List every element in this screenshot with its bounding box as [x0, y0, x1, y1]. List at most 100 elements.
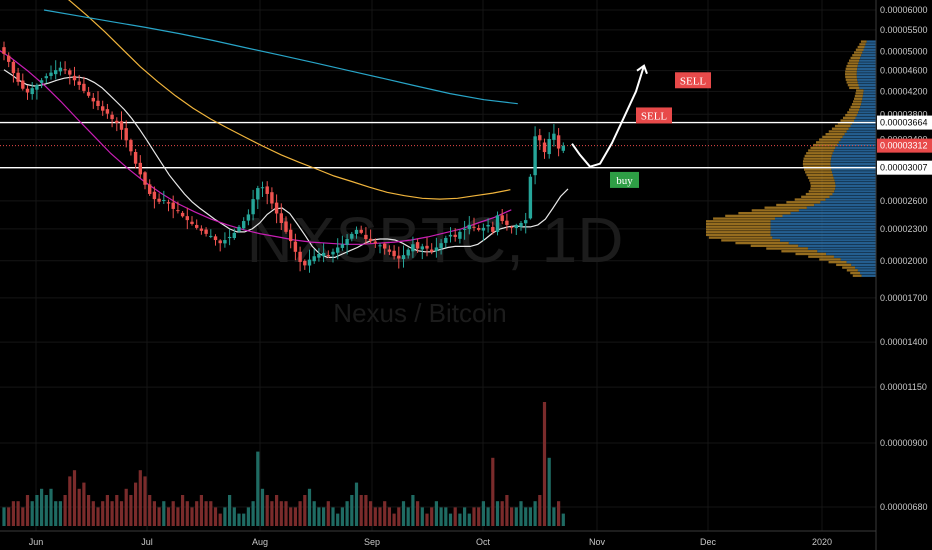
volume-bar: [312, 501, 316, 526]
candle-body: [439, 243, 443, 249]
volume-bar: [317, 507, 321, 526]
volume-profile-bar-buy: [830, 160, 876, 163]
candle-body: [143, 172, 147, 185]
volume-bar: [524, 507, 528, 526]
candle-body: [284, 221, 288, 232]
time-tick-label: Sep: [364, 537, 380, 547]
volume-profile-bar-buy: [770, 233, 876, 237]
volume-bar: [91, 501, 95, 526]
price-tick-label: 0.00001400: [880, 337, 928, 347]
volume-profile-bar-buy: [844, 133, 876, 136]
candle-body: [218, 240, 222, 244]
volume-bar: [152, 501, 156, 526]
volume-profile-bar-buy: [856, 70, 876, 73]
volume-profile-bar-buy: [855, 116, 876, 120]
volume-profile-bar-buy: [865, 43, 876, 46]
volume-profile-bar-sell: [806, 173, 833, 177]
volume-bar: [63, 495, 67, 526]
volume-bar: [148, 495, 152, 526]
volume-bar: [246, 507, 250, 526]
volume-profile-bar-sell: [801, 195, 830, 198]
volume-profile-bar-buy: [835, 187, 876, 190]
price-tags: 0.00003664 0.00003007 0.00003312: [877, 115, 932, 175]
price-tag-label: 0.00003312: [880, 141, 928, 151]
candle-body: [397, 255, 401, 259]
volume-bar: [58, 501, 62, 526]
volume-profile-bar-sell: [819, 258, 841, 261]
price-tag-label: 0.00003007: [880, 163, 928, 173]
volume-profile-bar-buy: [829, 195, 876, 198]
volume-profile-bar-sell: [846, 64, 858, 68]
candle-body: [538, 135, 542, 141]
volume-bar: [7, 507, 11, 526]
volume-profile-bar-buy: [831, 154, 876, 158]
candle-body: [35, 84, 39, 90]
volume-bar: [195, 501, 199, 526]
candle-body: [364, 234, 368, 240]
volume-bar: [275, 495, 279, 526]
volume-bar: [533, 501, 537, 526]
volume-profile-bar-sell: [853, 100, 862, 103]
candle-body: [401, 255, 406, 260]
candle-body: [533, 136, 537, 176]
volume-bar: [500, 501, 504, 526]
candle-body: [11, 61, 16, 74]
volume-profile-bar-sell: [786, 201, 821, 204]
volume-bar: [2, 507, 6, 526]
candle-body: [265, 186, 269, 194]
volume-bar: [383, 501, 387, 526]
volume-profile-bar-sell: [803, 157, 832, 160]
candle-body: [213, 236, 218, 241]
volume-profile-bar-buy: [820, 201, 876, 204]
candle-body: [223, 240, 227, 244]
candle-body: [25, 88, 30, 93]
candle-body: [39, 80, 44, 83]
volume-bar: [185, 501, 189, 526]
candle-body: [209, 235, 213, 237]
volume-bar: [336, 513, 340, 526]
volume-profile-bar-buy: [832, 152, 876, 155]
volume-bar: [434, 501, 438, 526]
volume-profile-bar-buy: [857, 67, 876, 70]
candle-body: [420, 246, 424, 250]
volume-bar: [96, 507, 100, 526]
price-tick-label: 0.00006000: [880, 5, 928, 15]
volume-profile-bar-buy: [859, 59, 876, 62]
volume-bar: [138, 470, 142, 526]
candle-body: [68, 70, 72, 75]
volume-profile-bar-buy: [780, 239, 876, 242]
volume-profile-bar-buy: [831, 168, 876, 171]
volume-bar: [547, 457, 551, 526]
volume-bar: [213, 507, 218, 526]
volume-profile-bar-buy: [770, 231, 876, 234]
volume-bar: [105, 495, 109, 526]
candle-body: [190, 221, 194, 224]
pair-watermark: Nexus / Bitcoin: [333, 298, 506, 328]
time-tick-label: Dec: [700, 537, 717, 547]
candle-body: [105, 109, 110, 114]
volume-profile-bar-buy: [836, 143, 876, 147]
volume-profile-bar-sell: [706, 222, 771, 226]
volume-profile-bar-buy: [860, 105, 876, 109]
time-tick-label: Aug: [252, 537, 268, 547]
volume-profile-bar-sell: [804, 154, 832, 158]
volume-profile-bar-buy: [857, 64, 876, 68]
volume-bar: [16, 501, 20, 526]
candle-body: [232, 232, 236, 239]
volume-profile-bar-buy: [770, 220, 876, 223]
volume-bar: [514, 507, 518, 526]
candle-body: [195, 224, 199, 228]
volume-profile-bar-buy: [817, 250, 876, 253]
volume-profile-bar-buy: [857, 269, 876, 272]
volume-profile-bar-sell: [708, 236, 773, 239]
time-axis[interactable]: Jun Jul Aug Sep Oct Nov Dec 2020: [29, 537, 832, 547]
candle-body: [185, 216, 189, 221]
volume-profile-bar-sell: [806, 152, 833, 155]
volume-bar: [82, 482, 86, 526]
candle-body: [49, 72, 53, 76]
volume-profile-bar-buy: [788, 241, 876, 245]
candle-body: [148, 184, 152, 194]
volume-bar: [369, 501, 373, 526]
volume-bar: [143, 476, 147, 526]
